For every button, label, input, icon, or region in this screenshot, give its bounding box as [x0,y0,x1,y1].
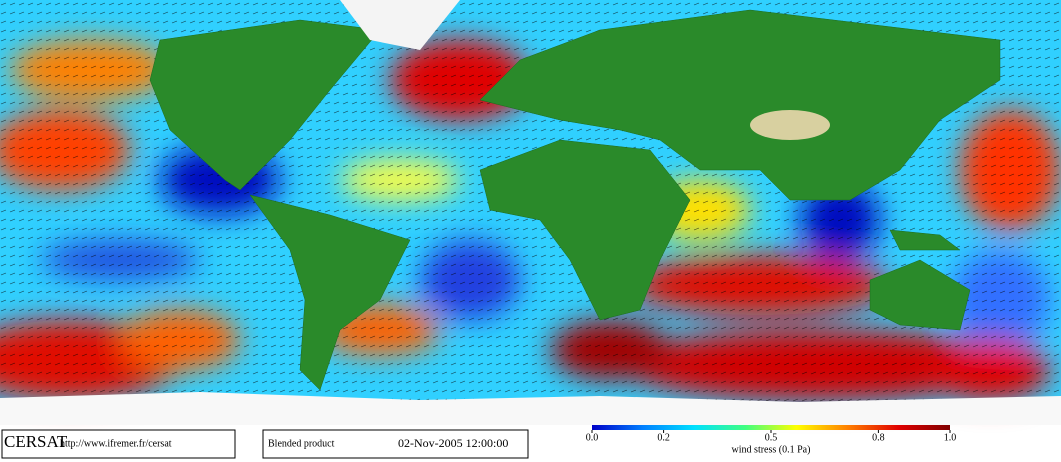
date: 02-Nov-2005 12:00:00 [398,436,508,450]
colorbar [592,425,950,430]
colorbar-label: wind stress (0.1 Pa) [732,444,811,455]
colorbar-tick-label: 0.8 [872,432,885,443]
info-box [262,429,529,459]
product: Blended product [268,438,335,449]
colorbar-tick-label: 0.0 [586,432,599,443]
colorbar-tick-label: 1.0 [944,432,957,443]
logo: CERSAT [4,432,68,451]
map [0,0,1061,425]
url[interactable]: http://www.ifremer.fr/cersat [60,438,172,449]
logo-box [1,429,236,459]
colorbar-tick-label: 0.5 [765,432,778,443]
colorbar-tick-label: 0.2 [657,432,670,443]
